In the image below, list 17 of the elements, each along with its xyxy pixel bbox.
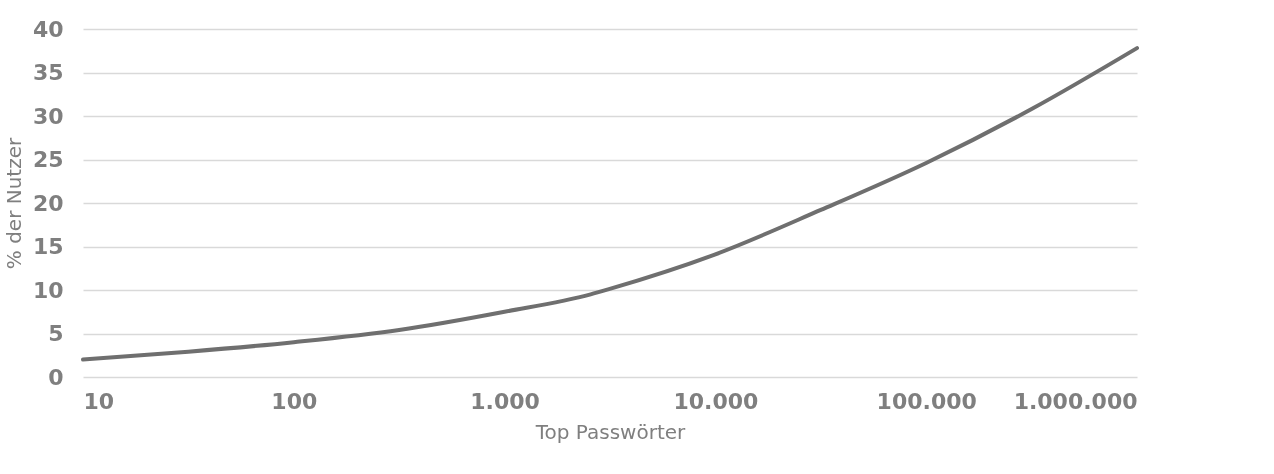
y-tick-label: 15 bbox=[32, 234, 64, 259]
x-tick-label: 1.000.000 bbox=[1013, 388, 1138, 414]
x-tick-label: 100 bbox=[271, 388, 318, 414]
y-tick-label: 0 bbox=[48, 364, 64, 390]
x-tick-label: 100.000 bbox=[876, 388, 977, 414]
x-tick-label: 10 bbox=[83, 388, 115, 414]
y-tick-label: 5 bbox=[48, 321, 64, 346]
y-tick-label: 20 bbox=[32, 190, 64, 216]
x-axis-title: Top Passwörter bbox=[534, 419, 687, 444]
y-tick-label: 35 bbox=[32, 60, 64, 85]
y-tick-label: 25 bbox=[32, 147, 64, 172]
y-tick-label: 10 bbox=[32, 277, 64, 303]
x-tick-label: 1.000 bbox=[470, 388, 540, 414]
x-tick-label: 10.000 bbox=[673, 388, 759, 414]
y-axis-title: % der Nutzer bbox=[1, 137, 26, 270]
y-tick-label: 30 bbox=[32, 103, 64, 129]
y-tick-label: 40 bbox=[32, 16, 64, 42]
